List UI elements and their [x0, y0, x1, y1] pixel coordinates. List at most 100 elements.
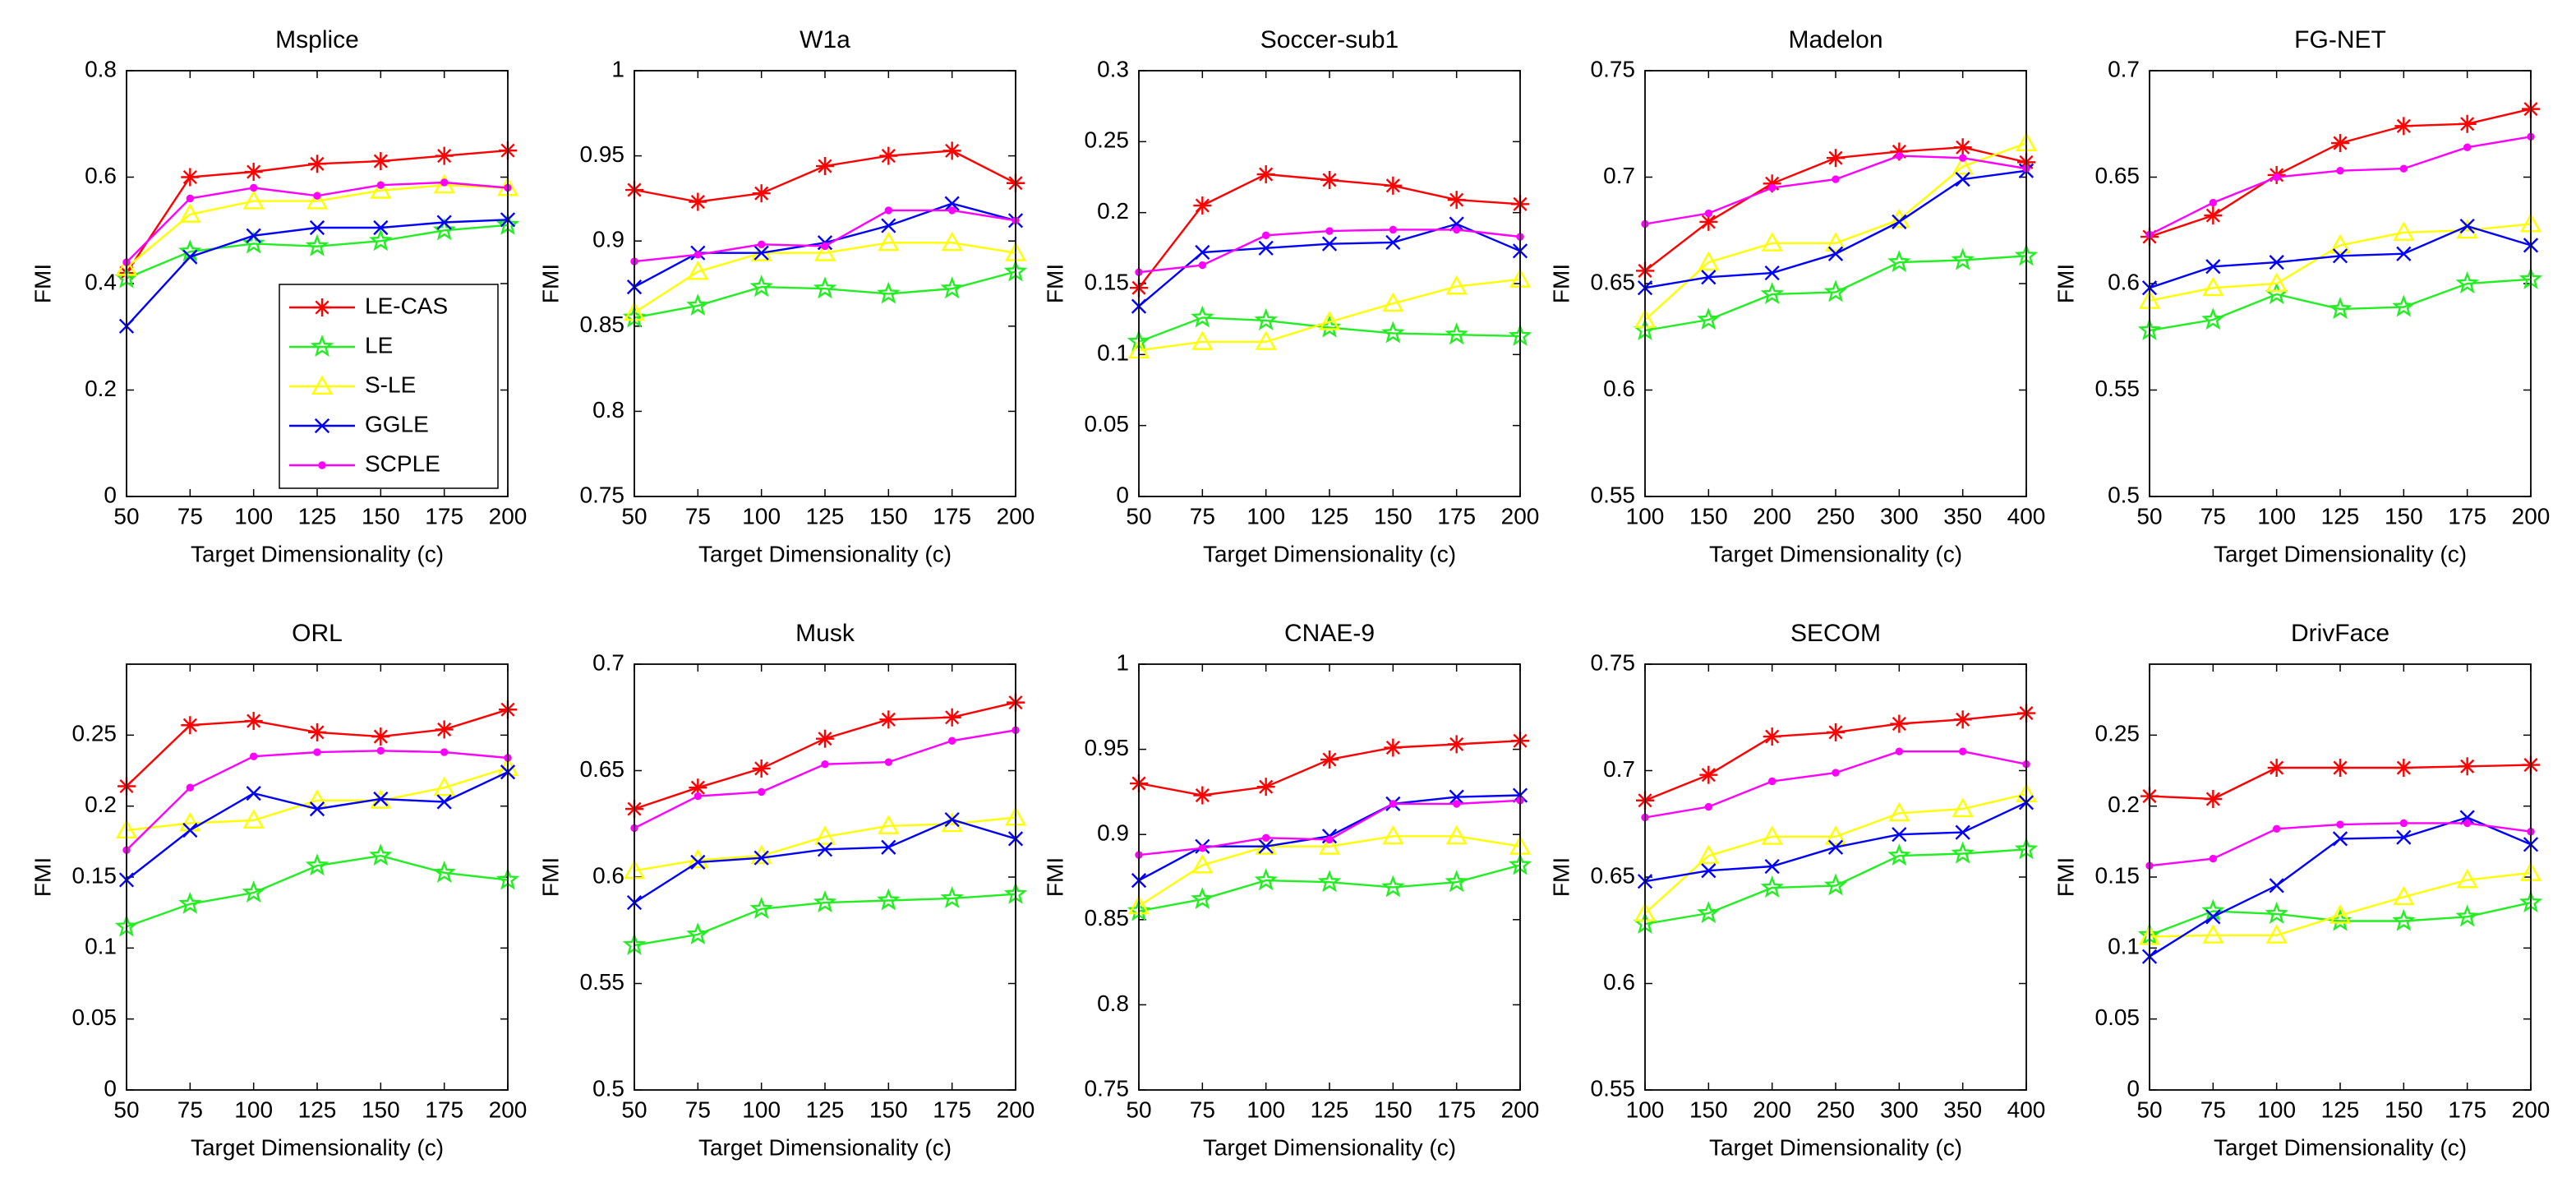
- y-tick-label: 0.65: [1591, 269, 1636, 294]
- marker: [687, 261, 709, 280]
- marker-shape: [1325, 835, 1334, 844]
- x-tick-label: 200: [1753, 503, 1791, 529]
- x-tick-label: 350: [1943, 1097, 1982, 1122]
- marker-stroke: [437, 149, 452, 164]
- y-tick-label: 0.6: [1603, 969, 1635, 995]
- marker: [371, 152, 390, 171]
- axes-frame: [1644, 663, 2027, 1091]
- x-tick-label: 200: [997, 503, 1035, 529]
- marker-shape: [878, 231, 900, 252]
- marker: [376, 181, 385, 189]
- marker: [686, 293, 710, 316]
- legend: LE-CAS LE S-LE GGLE SCPLE: [279, 284, 499, 489]
- x-tick-label: 75: [2200, 503, 2226, 529]
- marker: [1892, 827, 1907, 843]
- x-tick-label: 175: [2448, 503, 2486, 529]
- series-line: [2149, 223, 2532, 302]
- marker: [816, 157, 834, 176]
- marker-shape: [2392, 908, 2416, 931]
- subplot: Msplice Target Dimensionality (c) FMI 50 75 1…: [30, 26, 527, 566]
- marker: [1763, 727, 1781, 746]
- x-tick-label: 125: [2321, 503, 2360, 529]
- marker: [1445, 322, 1468, 345]
- y-tick-label: 0.5: [592, 1075, 624, 1101]
- marker: [1827, 246, 1844, 261]
- marker-stroke: [881, 839, 896, 855]
- marker: [2459, 218, 2475, 234]
- marker: [1952, 155, 1974, 175]
- marker: [1452, 800, 1461, 808]
- marker: [373, 791, 389, 807]
- x-tick-label: 50: [113, 503, 139, 529]
- marker-stroke: [182, 169, 197, 185]
- marker-shape: [1823, 279, 1848, 302]
- y-tick-label: 1: [611, 56, 624, 81]
- x-tick-label: 125: [1311, 503, 1349, 529]
- y-axis-label: FMI: [30, 857, 55, 897]
- marker: [942, 141, 961, 160]
- marker-shape: [1888, 801, 1910, 822]
- marker-stroke: [314, 418, 330, 434]
- y-tick-label: 0.6: [85, 163, 117, 188]
- x-tick-label: 50: [2136, 1097, 2162, 1122]
- marker-shape: [1767, 183, 1776, 192]
- y-tick-label: 0.25: [1085, 127, 1130, 153]
- x-tick-label: 200: [2512, 1097, 2551, 1122]
- marker-stroke: [373, 219, 389, 236]
- marker-shape: [878, 815, 900, 834]
- marker-stroke: [436, 215, 452, 230]
- marker: [1389, 225, 1398, 234]
- y-tick-label: 0: [1116, 482, 1129, 507]
- marker: [1445, 824, 1468, 845]
- marker-shape: [1452, 800, 1461, 808]
- marker: [2269, 255, 2284, 270]
- marker: [1254, 307, 1278, 330]
- marker-shape: [1198, 844, 1207, 852]
- marker-stroke: [2270, 760, 2284, 775]
- series-line: [126, 224, 509, 279]
- marker: [1699, 212, 1718, 231]
- marker: [1764, 858, 1780, 875]
- marker: [1761, 825, 1783, 845]
- marker: [1953, 710, 1972, 729]
- marker-shape: [1832, 769, 1840, 777]
- x-tick-label: 250: [1817, 1097, 1855, 1122]
- y-tick-label: 0.25: [2095, 721, 2141, 746]
- marker-shape: [884, 758, 893, 766]
- marker-stroke: [2333, 136, 2348, 150]
- marker-shape: [941, 231, 963, 252]
- marker: [2332, 831, 2348, 847]
- marker: [1320, 170, 1339, 189]
- marker-shape: [1318, 311, 1341, 330]
- marker-shape: [1191, 887, 1214, 910]
- chart-title: Soccer-sub1: [1260, 26, 1399, 53]
- marker-stroke: [1259, 167, 1274, 182]
- marker: [2331, 134, 2349, 153]
- marker: [1958, 747, 1967, 755]
- marker: [242, 190, 265, 210]
- marker: [2209, 198, 2218, 207]
- y-tick-label: 0.4: [85, 269, 117, 294]
- y-axis-label: FMI: [2053, 264, 2078, 303]
- marker-stroke: [818, 732, 832, 746]
- marker: [2201, 898, 2225, 921]
- marker-stroke: [437, 722, 452, 737]
- x-tick-label: 150: [1689, 503, 1728, 529]
- marker-shape: [242, 880, 265, 903]
- y-tick-label: 0: [104, 482, 117, 507]
- marker: [1704, 802, 1713, 811]
- series-line: [2149, 278, 2532, 332]
- marker: [182, 249, 198, 265]
- y-tick-label: 0.55: [1591, 482, 1636, 507]
- plot-area: [1139, 664, 1520, 1090]
- marker: [2269, 878, 2284, 894]
- x-tick-label: 100: [1626, 1097, 1665, 1122]
- marker-shape: [750, 844, 772, 865]
- marker: [1823, 873, 1848, 896]
- x-tick-label: 100: [234, 503, 273, 529]
- x-tick-label: 75: [1190, 1097, 1215, 1122]
- y-tick-label: 0.55: [2095, 376, 2141, 401]
- y-tick-label: 0.75: [1085, 1075, 1130, 1101]
- marker: [313, 748, 321, 756]
- marker: [1824, 232, 1847, 252]
